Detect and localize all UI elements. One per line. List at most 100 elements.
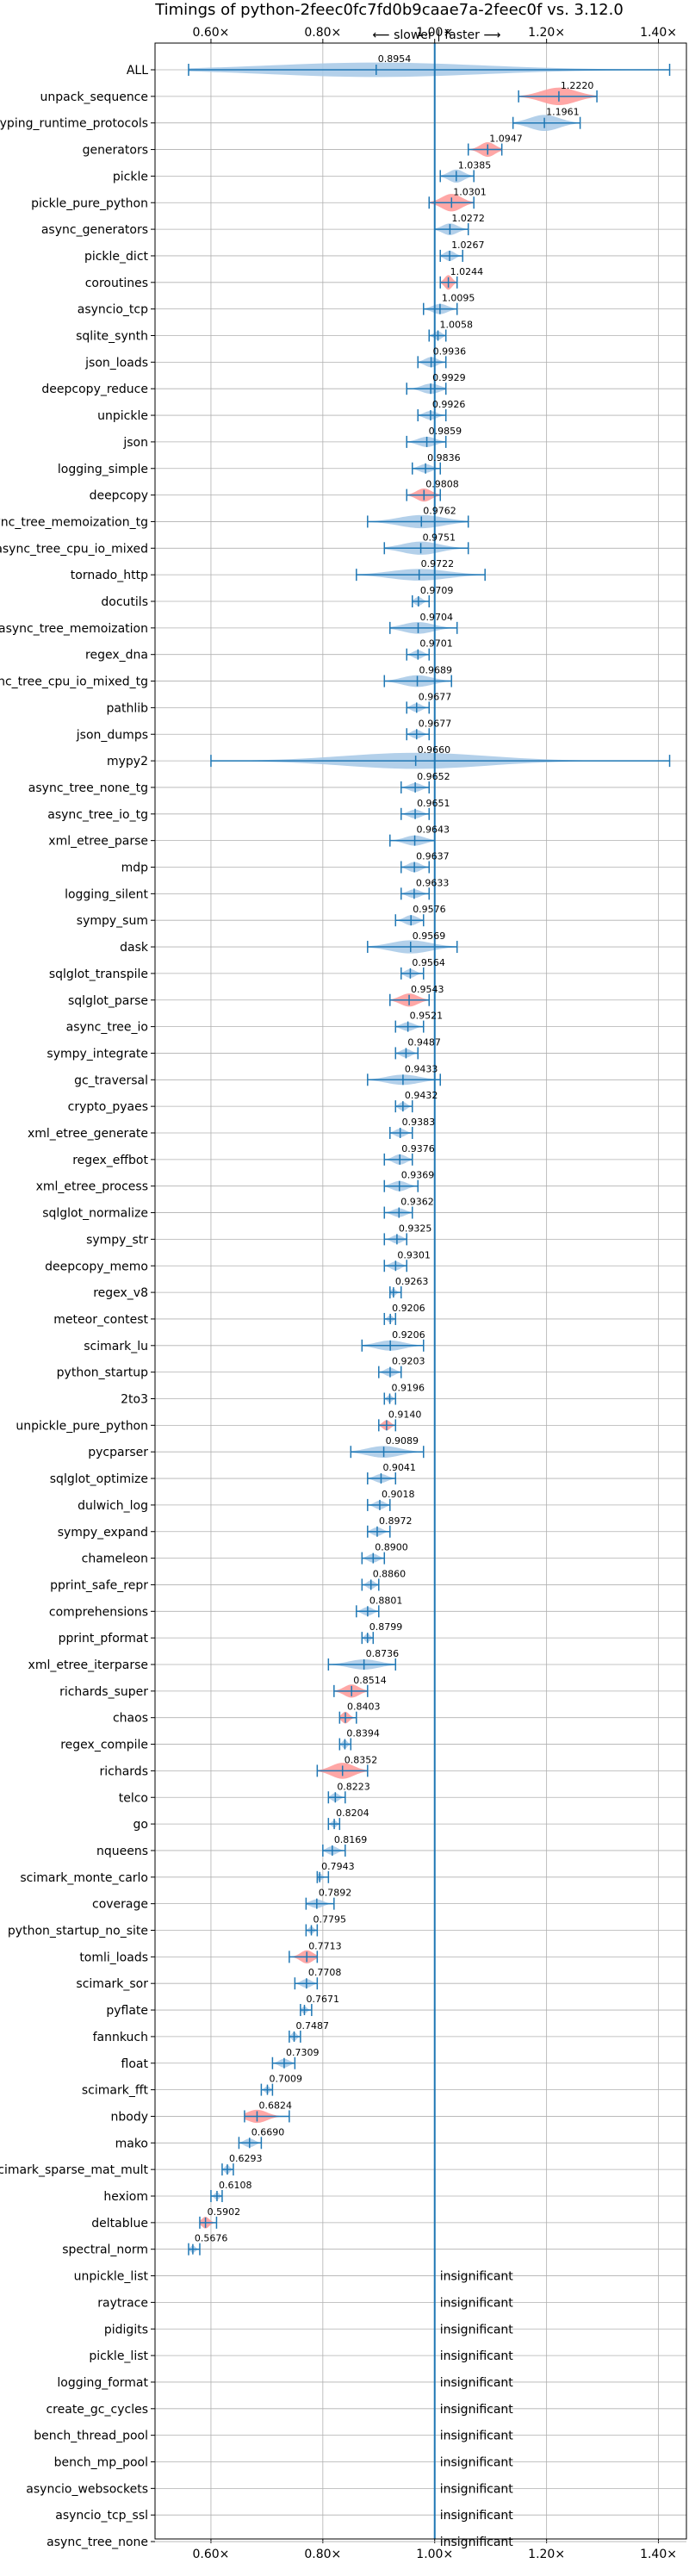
value-annotation-pyflate: 0.7671 (306, 1994, 339, 2005)
value-annotation-sqlite_synth: 1.0058 (440, 320, 474, 331)
benchmark-label: tomli_loads (79, 1951, 148, 1964)
benchmark-label: sqlglot_parse (68, 994, 148, 1008)
value-annotation-fannkuch: 0.7487 (296, 2020, 330, 2032)
benchmark-label: bench_thread_pool (34, 2430, 148, 2443)
benchmark-label: deepcopy_memo (45, 1260, 148, 1273)
value-annotation-xml_etree_process: 0.9369 (401, 1170, 435, 1181)
x-tick-label: 0.60× (192, 2548, 229, 2561)
value-annotation-async_generators: 1.0272 (451, 213, 485, 224)
benchmark-label: unpickle (97, 409, 148, 423)
value-annotation-pprint_safe_repr: 0.8860 (373, 1568, 407, 1579)
benchmark-label: hexiom (103, 2190, 148, 2204)
grid-layer: 0.60× 0.60× 0.80× 0.80× 1.00× 1.00× 1.20× 1.20×… (151, 26, 686, 2561)
value-annotation-async_tree_memoization: 0.9704 (420, 612, 454, 623)
value-annotation-sympy_expand: 0.8972 (379, 1515, 413, 1527)
insignificant-label: insignificant (440, 2509, 514, 2523)
benchmark-label: tornado_http (71, 569, 148, 582)
benchmark-label: regex_dna (85, 649, 148, 663)
benchmark-label: docutils (101, 595, 148, 609)
value-annotation-telco: 0.8223 (337, 1781, 370, 1792)
value-annotation-generators: 1.0947 (489, 134, 523, 145)
value-annotation-logging_simple: 0.9836 (427, 452, 460, 464)
benchmark-label: async_tree_cpu_io_mixed_tg (0, 675, 148, 689)
benchmark-label: pickle (113, 170, 148, 184)
benchmark-label: chaos (113, 1712, 148, 1726)
benchmark-label: richards_super (59, 1685, 148, 1699)
benchmark-label: generators (83, 144, 148, 158)
benchmark-label: json_dumps (76, 728, 148, 742)
label-layer: ALL unpack_sequence typing_runtime_protoco… (0, 53, 593, 2549)
benchmark-label: python_startup (57, 1366, 148, 1380)
benchmark-label: mypy2 (107, 755, 148, 768)
benchmark-label: sqlglot_normalize (42, 1207, 148, 1221)
value-annotation-scimark_sor: 0.7708 (308, 1967, 342, 1978)
x-tick-label-top: 0.80× (304, 26, 341, 40)
value-annotation-richards_super: 0.8514 (353, 1675, 387, 1686)
value-annotation-json_loads: 0.9936 (433, 345, 467, 357)
value-annotation-dulwich_log: 0.9018 (382, 1489, 415, 1500)
value-annotation-pycparser: 0.9089 (386, 1435, 419, 1447)
value-annotation-pathlib: 0.9677 (419, 691, 452, 702)
value-annotation-async_tree_memoization_tg: 0.9762 (423, 505, 456, 516)
value-annotation-async_tree_cpu_io_mixed: 0.9751 (423, 532, 456, 543)
benchmark-label: scimark_lu (84, 1340, 148, 1353)
benchmark-label: xml_etree_iterparse (28, 1658, 148, 1672)
value-annotation-pickle: 1.0385 (458, 159, 492, 171)
value-annotation-asyncio_tcp: 1.0095 (442, 293, 475, 304)
value-annotation-chaos: 0.8403 (347, 1702, 381, 1713)
value-annotation-crypto_pyaes: 0.9432 (405, 1090, 438, 1101)
value-annotation-async_tree_io: 0.9521 (410, 1011, 444, 1022)
insignificant-label: insignificant (440, 2456, 514, 2470)
benchmark-label: unpickle_pure_python (16, 1419, 148, 1433)
value-annotation-chameleon: 0.8900 (375, 1542, 408, 1553)
benchmark-label: pickle_pure_python (31, 196, 148, 210)
value-annotation-typing_runtime_protocols: 1.1961 (546, 107, 580, 118)
benchmark-label: sympy_expand (58, 1526, 148, 1540)
benchmark-label: ALL (127, 64, 148, 78)
benchmark-label: 2to3 (121, 1393, 148, 1407)
benchmark-label: bench_mp_pool (54, 2456, 148, 2470)
value-annotation-sympy_str: 0.9325 (399, 1223, 432, 1234)
benchmark-label: async_tree_memoization_tg (0, 515, 148, 529)
value-annotation-regex_v8: 0.9263 (395, 1276, 429, 1287)
benchmark-label: spectral_norm (62, 2243, 148, 2257)
value-annotation-regex_dna: 0.9701 (419, 638, 453, 650)
value-annotation-2to3: 0.9196 (392, 1383, 425, 1394)
benchmark-label: float (121, 2057, 149, 2071)
benchmark-label: scimark_fft (82, 2084, 149, 2098)
direction-label: ⟵ slower | faster ⟶ (373, 28, 501, 42)
value-annotation-deepcopy_reduce: 0.9929 (432, 372, 466, 383)
x-tick-label: 1.20× (528, 2548, 565, 2561)
benchmark-label: meteor_contest (53, 1313, 148, 1327)
value-annotation-nbody: 0.6824 (258, 2100, 292, 2111)
value-annotation-hexiom: 0.6108 (219, 2180, 251, 2191)
value-annotation-mako: 0.6690 (251, 2126, 285, 2137)
benchmark-label: xml_etree_parse (48, 835, 148, 849)
value-annotation-docutils: 0.9709 (420, 585, 454, 596)
benchmark-label: async_generators (41, 223, 148, 237)
benchmark-label: json_loads (84, 356, 148, 370)
benchmark-label: pprint_safe_repr (50, 1578, 148, 1592)
benchmark-label: regex_effbot (72, 1154, 148, 1167)
benchmark-label: deepcopy_reduce (41, 383, 148, 396)
benchmark-label: pickle_list (89, 2349, 148, 2363)
benchmark-label: sympy_str (86, 1233, 148, 1247)
value-annotation-json_dumps: 0.9677 (419, 718, 452, 729)
benchmark-label: coverage (92, 1898, 148, 1912)
value-annotation-ALL: 0.8954 (378, 53, 412, 65)
value-annotation-coverage: 0.7892 (319, 1888, 352, 1899)
insignificant-label: insignificant (440, 2323, 514, 2336)
insignificant-label: insignificant (440, 2482, 514, 2496)
benchmark-label: sqlglot_optimize (50, 1472, 148, 1486)
benchmark-label: pickle_dict (84, 250, 149, 264)
benchmark-label: scimark_sparse_mat_mult (0, 2163, 149, 2177)
benchmark-label: dask (120, 941, 149, 955)
benchmark-label: sympy_integrate (47, 1047, 148, 1061)
value-annotation-tornado_http: 0.9722 (421, 558, 455, 569)
benchmark-label: unpickle_list (74, 2270, 149, 2284)
benchmark-label: go (133, 1818, 148, 1832)
value-annotation-python_startup_no_site: 0.7795 (313, 1914, 347, 1926)
value-annotation-sympy_sum: 0.9576 (413, 904, 446, 915)
value-annotation-richards: 0.8352 (344, 1754, 378, 1765)
value-annotation-dask: 0.9569 (413, 930, 445, 942)
